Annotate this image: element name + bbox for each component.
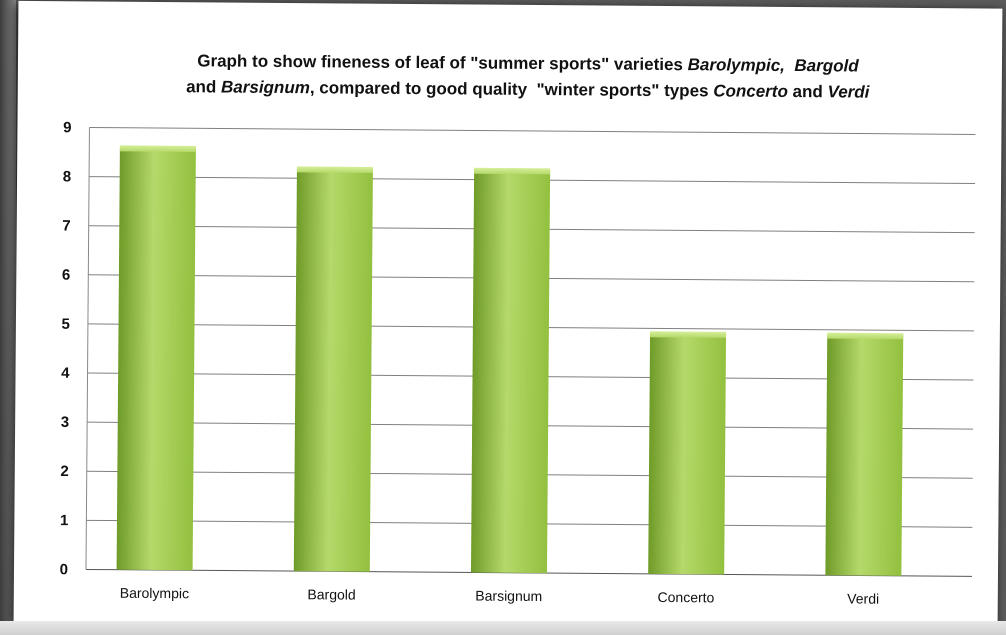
bar-cap-barolympic bbox=[119, 145, 196, 152]
bar-chart: 0 1 2 3 4 5 6 7 8 9 Barolympic Bargold Barsignum Conc… bbox=[60, 119, 976, 607]
y-tick-label-6: 6 bbox=[62, 267, 70, 284]
bar-cap-bargold bbox=[296, 166, 373, 173]
y-tick-label-4: 4 bbox=[61, 365, 70, 382]
x-tick-label-concerto: Concerto bbox=[658, 589, 715, 605]
y-tick-label-8: 8 bbox=[63, 168, 71, 185]
bar-cap-verdi bbox=[827, 332, 904, 340]
y-tick-label-9: 9 bbox=[63, 119, 71, 136]
y-tick-label-2: 2 bbox=[60, 463, 68, 480]
bar-barolympic bbox=[116, 147, 196, 571]
x-tick-label-bargold: Bargold bbox=[307, 586, 355, 602]
y-tick-label-5: 5 bbox=[62, 316, 70, 333]
y-axis-line bbox=[85, 127, 90, 570]
x-tick-label-barsignum: Barsignum bbox=[475, 588, 542, 605]
y-tick-label-3: 3 bbox=[61, 414, 69, 431]
chart-sheet: Graph to show fineness of leaf of "summe… bbox=[13, 0, 1003, 631]
x-tick-label-verdi: Verdi bbox=[847, 590, 879, 606]
y-tick-label-7: 7 bbox=[62, 217, 70, 234]
bar-cap-barsignum bbox=[474, 167, 551, 175]
bar-verdi bbox=[825, 334, 904, 576]
page-left-edge bbox=[0, 0, 16, 635]
y-tick-label-1: 1 bbox=[60, 512, 68, 529]
bar-barsignum bbox=[470, 169, 551, 574]
x-tick-label-barolympic: Barolympic bbox=[120, 585, 189, 602]
bar-bargold bbox=[293, 168, 373, 572]
page-bottom-edge bbox=[0, 621, 1006, 635]
y-tick-label-0: 0 bbox=[60, 561, 68, 578]
bar-concerto bbox=[648, 333, 727, 575]
gridline-9 bbox=[89, 126, 976, 135]
bar-cap-concerto bbox=[650, 331, 727, 338]
